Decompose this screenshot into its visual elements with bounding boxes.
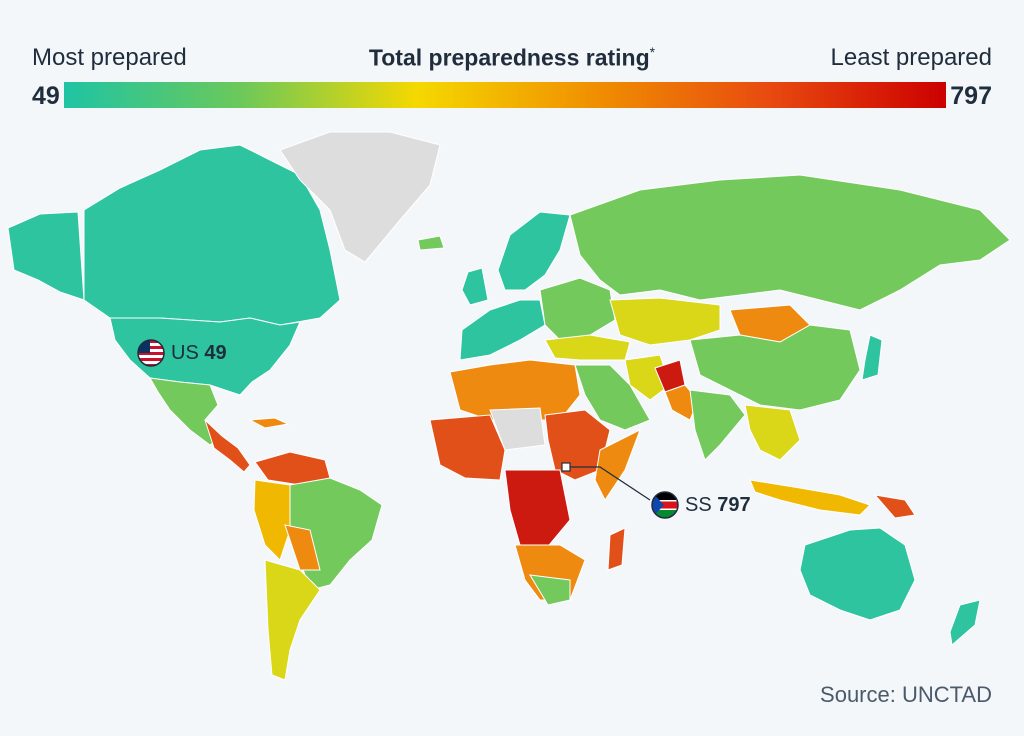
us-flag-icon (137, 339, 165, 367)
region-eastern-europe (539, 277, 616, 341)
most-prepared-label: Most prepared (32, 44, 187, 71)
region-greenland (279, 131, 441, 263)
region-central-asia (609, 297, 721, 346)
region-west-africa (429, 414, 506, 481)
world-map (7, 131, 1011, 681)
region-western-europe (459, 299, 546, 361)
us-callout-label: US 49 (171, 342, 227, 364)
color-scale-bar (64, 82, 946, 108)
region-sahara (489, 407, 546, 451)
region-scandinavia (497, 211, 571, 291)
source-note: Source: UNCTAD (820, 682, 992, 707)
legend-title: Total preparedness rating* (368, 44, 656, 71)
region-alaska (7, 211, 85, 301)
region-caribbean (248, 417, 290, 429)
region-madagascar (607, 527, 626, 571)
legend-max-value: 797 (950, 82, 992, 110)
legend-min-value: 49 (32, 82, 60, 110)
region-uk (461, 267, 489, 306)
region-southern-cone (264, 559, 321, 681)
ss-marker (561, 462, 571, 472)
least-prepared-label: Least prepared (830, 44, 992, 71)
region-turkey (544, 334, 631, 361)
region-middle-east (574, 364, 651, 431)
region-central-africa (504, 469, 571, 551)
region-usa (109, 317, 301, 396)
region-russia (569, 174, 1011, 311)
region-papua-new-guinea (873, 494, 916, 519)
region-australia (799, 527, 916, 621)
south-sudan-flag-icon (651, 491, 679, 519)
region-south-africa (529, 574, 571, 606)
region-japan (861, 334, 883, 381)
region-india (689, 389, 746, 461)
region-andes (253, 479, 291, 561)
region-iceland (417, 235, 445, 251)
ss-callout-line (566, 466, 651, 501)
region-southeast-asia (744, 404, 801, 461)
region-china (689, 324, 861, 411)
region-central-america (204, 419, 251, 473)
region-north-africa (449, 359, 581, 421)
region-bolivia-paraguay (284, 524, 321, 571)
region-east-africa (544, 409, 611, 481)
region-iran (624, 354, 671, 401)
region-horn-of-africa (594, 428, 641, 501)
region-indonesia (749, 479, 871, 516)
region-new-zealand (949, 599, 981, 646)
ss-callout-label: SS 797 (685, 494, 751, 516)
